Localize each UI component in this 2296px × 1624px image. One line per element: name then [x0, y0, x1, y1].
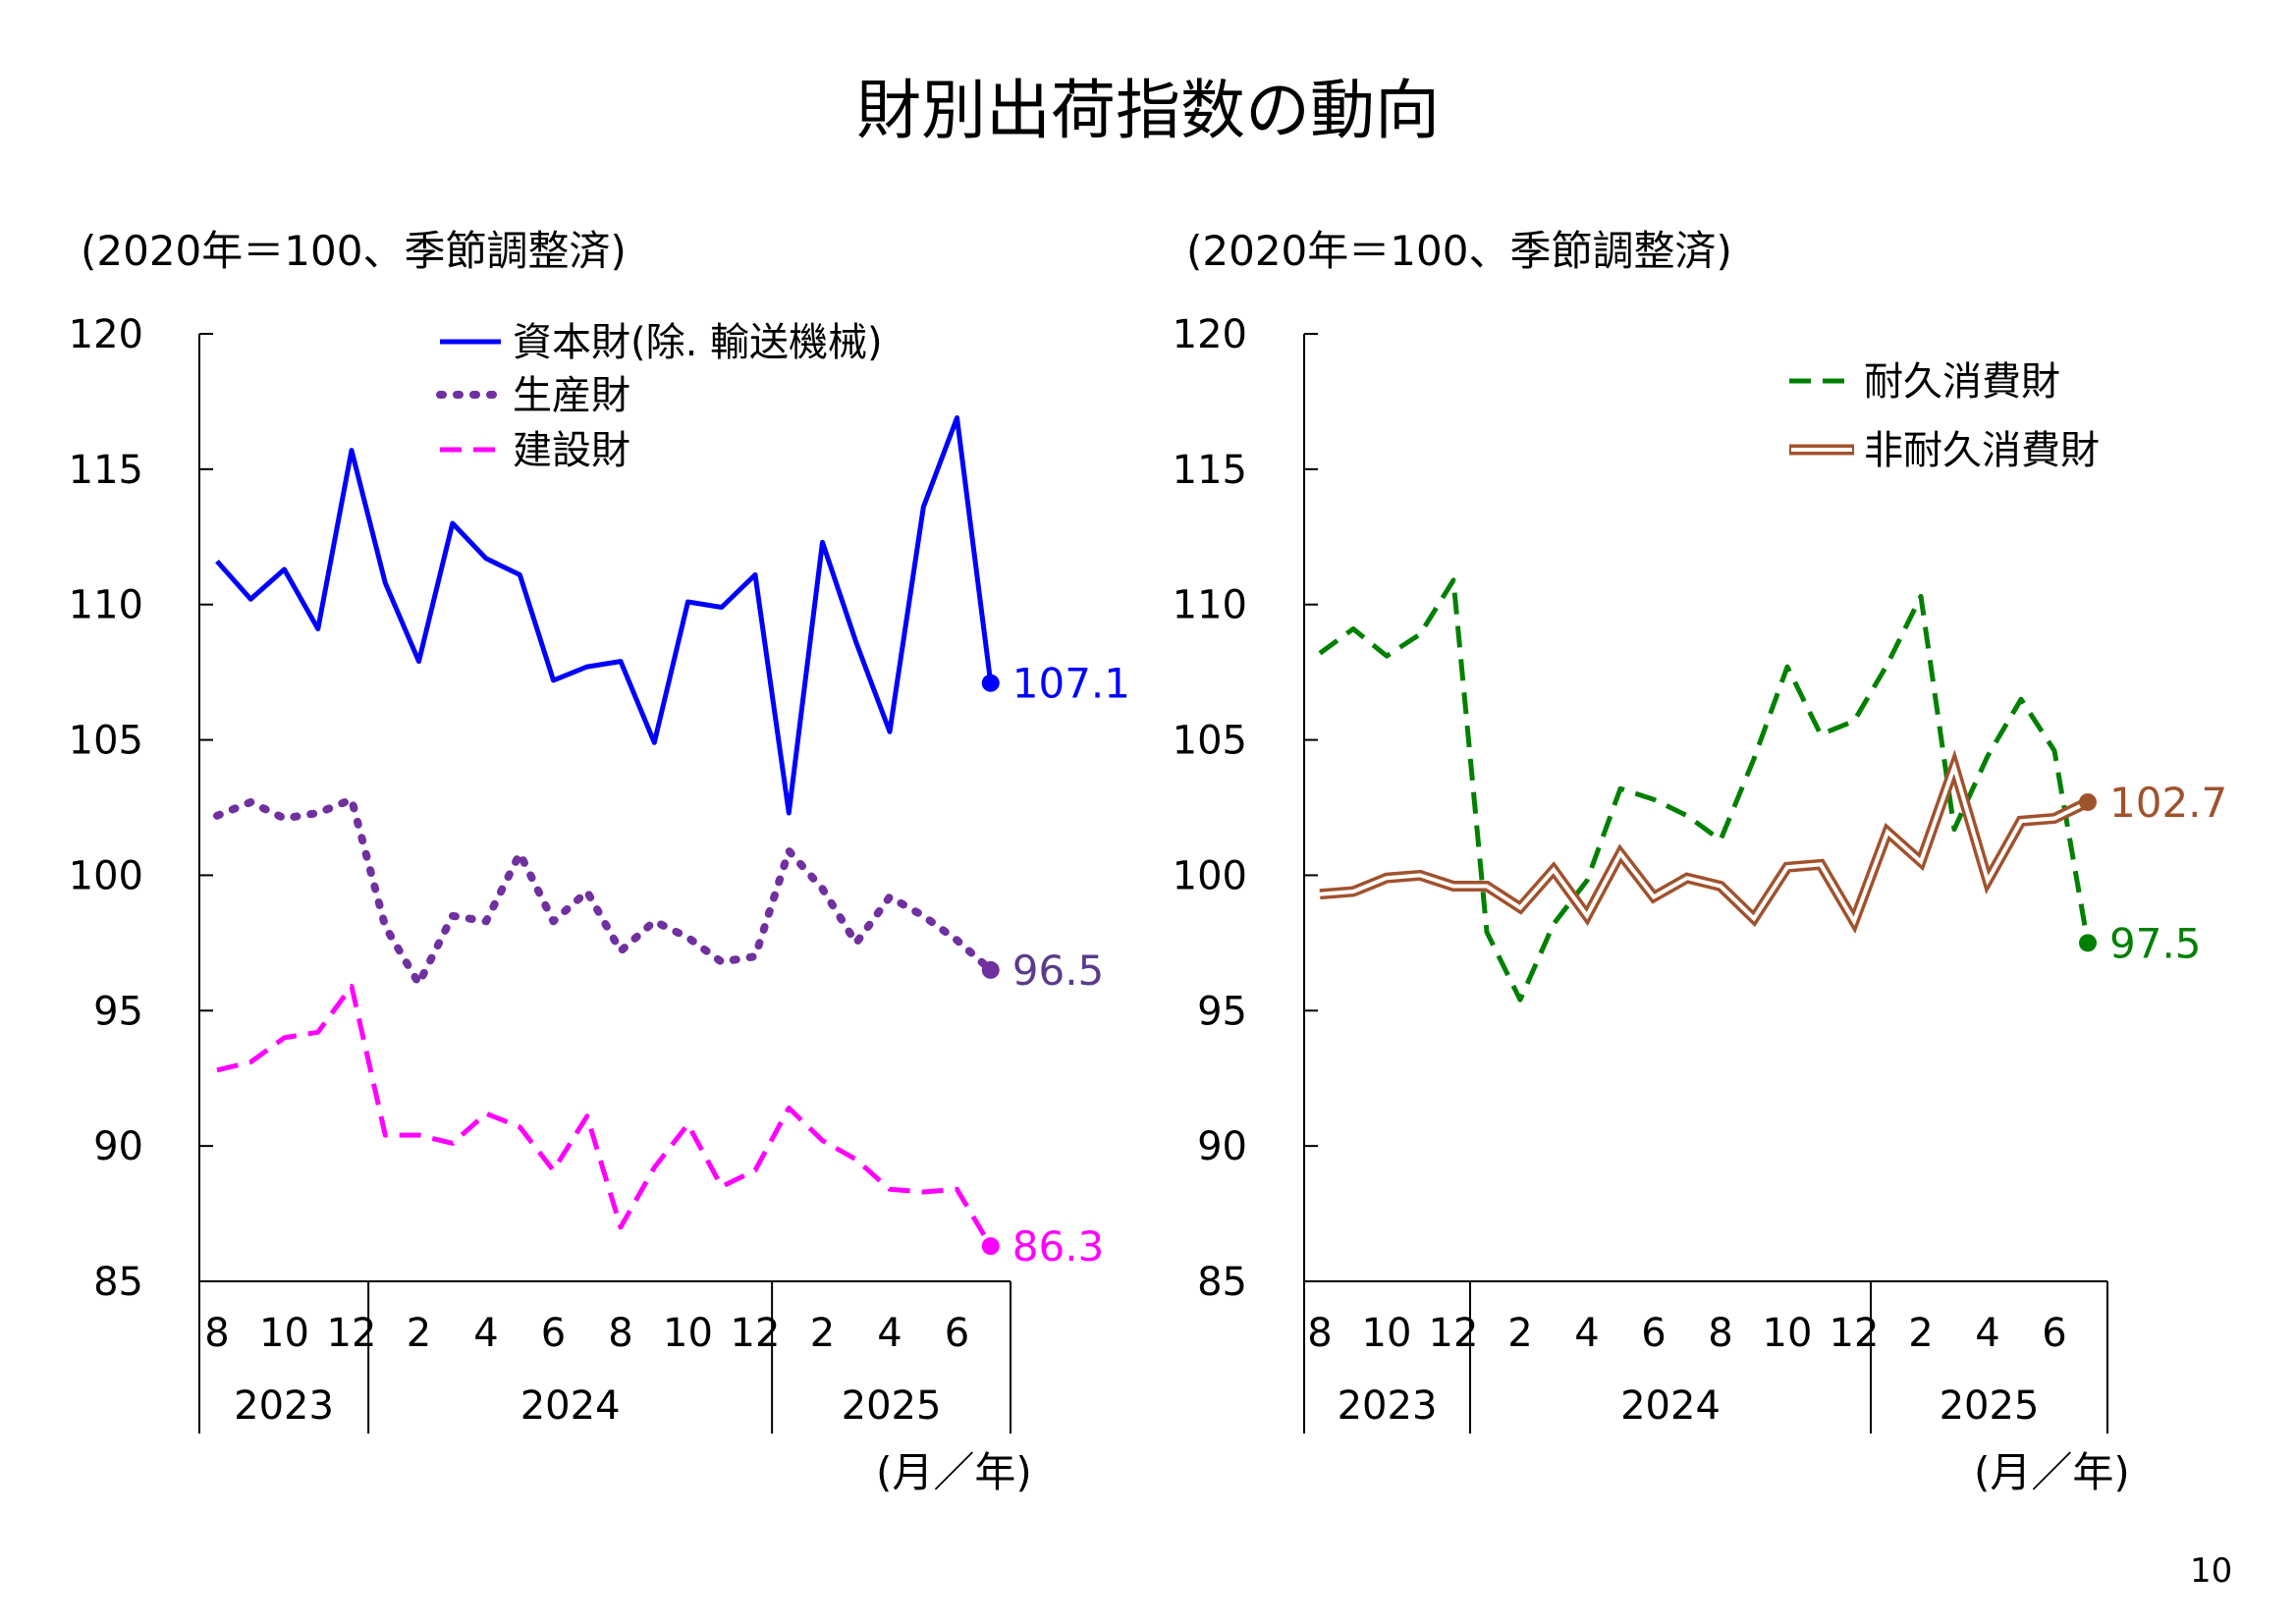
series-line — [1318, 577, 2091, 1002]
series-end-label: 97.5 — [2109, 919, 2202, 967]
series-nondurable: 102.7 — [1319, 749, 2227, 935]
month-tick-label: 10 — [1763, 1311, 1813, 1356]
legend-item: 資本財(除. 輸送機械) — [440, 320, 883, 365]
y-tick-label: 85 — [1197, 1260, 1247, 1305]
month-tick-label: 6 — [945, 1311, 969, 1356]
y-tick-label: 100 — [69, 853, 143, 898]
series-end-label: 107.1 — [1012, 660, 1130, 708]
year-label: 2024 — [520, 1383, 621, 1429]
month-tick-label: 2 — [1507, 1311, 1532, 1356]
series-line — [213, 795, 995, 988]
y-tick-label: 100 — [1173, 853, 1247, 898]
y-tick-label: 120 — [1173, 312, 1247, 357]
series-end-point — [981, 960, 1000, 979]
month-tick-label: 8 — [1708, 1311, 1732, 1356]
month-tick-label: 6 — [541, 1311, 566, 1356]
month-tick-label: 8 — [204, 1311, 229, 1356]
y-tick-label: 115 — [69, 448, 143, 493]
legend-item: 建設財 — [440, 428, 630, 473]
month-tick-label: 10 — [1362, 1311, 1412, 1356]
legend-item: 非耐久消費財 — [1789, 428, 2100, 473]
series-capital: 107.1 — [215, 415, 1130, 816]
legend-label: 非耐久消費財 — [1864, 428, 2100, 473]
page-title: 財別出荷指数の動向 — [856, 73, 1440, 148]
left-chart-unit-note: (2020年＝100、季節調整済) — [81, 227, 627, 275]
y-tick-label: 110 — [1173, 583, 1247, 628]
series-line-inner — [1319, 760, 2089, 926]
month-tick-label: 4 — [473, 1311, 498, 1356]
right-chart-unit-note: (2020年＝100、季節調整済) — [1186, 227, 1732, 275]
month-tick-label: 2 — [810, 1311, 835, 1356]
month-tick-label: 6 — [1641, 1311, 1666, 1356]
right-chart-x-unit: (月／年) — [1974, 1448, 2130, 1496]
y-tick-label: 95 — [93, 989, 143, 1034]
left-chart-x-unit: (月／年) — [876, 1448, 1032, 1496]
y-tick-label: 115 — [1173, 448, 1247, 493]
series-end-point — [981, 1237, 1000, 1256]
month-tick-label: 12 — [327, 1311, 377, 1356]
series-line — [216, 984, 993, 1248]
y-tick-label: 95 — [1197, 989, 1247, 1034]
month-tick-label: 4 — [1574, 1311, 1599, 1356]
series-end-label: 96.5 — [1012, 947, 1105, 995]
series-end-point — [2079, 792, 2097, 811]
month-tick-label: 4 — [877, 1311, 902, 1356]
month-tick-label: 12 — [1429, 1311, 1479, 1356]
legend-label: 耐久消費財 — [1864, 359, 2060, 405]
month-tick-label: 12 — [1830, 1311, 1880, 1356]
series-durable: 97.5 — [1318, 577, 2202, 1002]
year-label: 2025 — [842, 1383, 942, 1429]
y-tick-label: 120 — [69, 312, 143, 357]
series-end-label: 102.7 — [2109, 779, 2227, 827]
month-tick-label: 12 — [731, 1311, 781, 1356]
month-tick-label: 2 — [1908, 1311, 1933, 1356]
y-tick-label: 90 — [93, 1124, 143, 1169]
series-line — [215, 415, 994, 816]
page-number: 10 — [2190, 1551, 2233, 1591]
year-label: 2025 — [1940, 1383, 2040, 1429]
y-tick-label: 105 — [1173, 719, 1247, 764]
legend-label: 生産財 — [513, 373, 630, 418]
series-end-label: 86.3 — [1012, 1222, 1105, 1271]
month-tick-label: 10 — [259, 1311, 309, 1356]
year-label: 2023 — [1338, 1383, 1438, 1429]
month-tick-label: 8 — [1307, 1311, 1332, 1356]
month-tick-label: 2 — [407, 1311, 431, 1356]
y-tick-label: 105 — [69, 719, 143, 764]
legend-label: 資本財(除. 輸送機械) — [513, 320, 883, 365]
y-tick-label: 85 — [93, 1260, 143, 1305]
y-tick-label: 90 — [1197, 1124, 1247, 1169]
legend-label: 建設財 — [513, 428, 630, 473]
series-construction: 86.3 — [216, 984, 1105, 1271]
month-tick-label: 6 — [2042, 1311, 2066, 1356]
year-label: 2023 — [234, 1383, 334, 1429]
series-end-point — [981, 674, 1000, 692]
series-end-point — [2079, 934, 2097, 952]
month-tick-label: 4 — [1975, 1311, 1999, 1356]
legend-item: 耐久消費財 — [1789, 359, 2060, 405]
series-production: 96.5 — [213, 795, 1105, 995]
month-tick-label: 8 — [608, 1311, 632, 1356]
legend-item: 生産財 — [436, 373, 630, 418]
year-label: 2024 — [1620, 1383, 1721, 1429]
month-tick-label: 10 — [663, 1311, 713, 1356]
y-tick-label: 110 — [69, 583, 143, 628]
